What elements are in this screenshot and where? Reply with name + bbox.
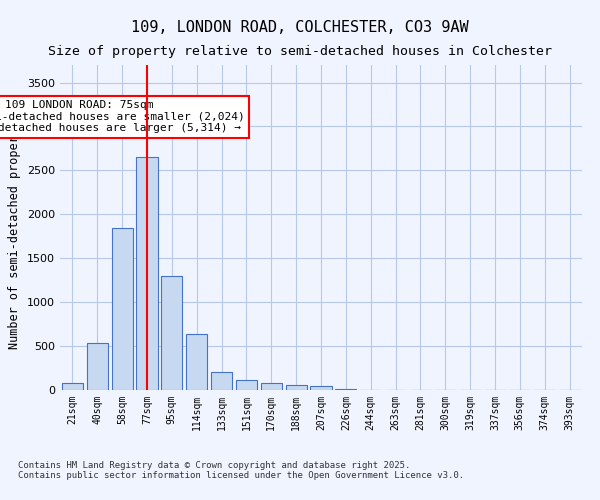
Bar [286, 384, 307, 390]
Bar [136, 157, 158, 390]
Y-axis label: Number of semi-detached properties: Number of semi-detached properties [8, 106, 22, 348]
Bar [87, 344, 108, 390]
Text: Size of property relative to semi-detached houses in Colchester: Size of property relative to semi-detach… [48, 45, 552, 58]
Bar [236, 380, 257, 390]
Text: 109 LONDON ROAD: 75sqm
← 27% of semi-detached houses are smaller (2,024)
71% of : 109 LONDON ROAD: 75sqm ← 27% of semi-det… [0, 100, 245, 134]
Bar [112, 228, 133, 390]
Bar [186, 334, 207, 390]
Text: Contains HM Land Registry data © Crown copyright and database right 2025.
Contai: Contains HM Land Registry data © Crown c… [18, 460, 464, 480]
Bar [335, 388, 356, 390]
Bar [261, 383, 282, 390]
Bar [62, 383, 83, 390]
Bar [310, 386, 332, 390]
Bar [211, 372, 232, 390]
Text: 109, LONDON ROAD, COLCHESTER, CO3 9AW: 109, LONDON ROAD, COLCHESTER, CO3 9AW [131, 20, 469, 35]
Bar [161, 276, 182, 390]
